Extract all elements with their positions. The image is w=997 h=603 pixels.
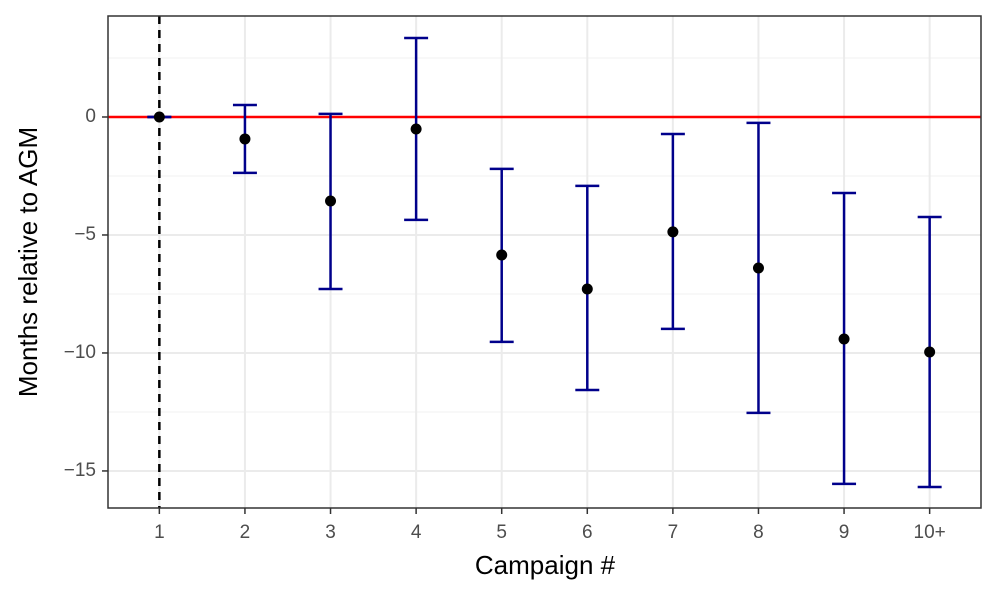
point	[239, 133, 251, 145]
point	[153, 111, 165, 123]
y-tick-label: −10	[64, 342, 96, 363]
x-tick-label: 5	[496, 522, 507, 543]
x-tick-label: 8	[753, 522, 764, 543]
x-tick-label: 10+	[914, 522, 946, 543]
point	[752, 262, 764, 274]
x-tick-label: 1	[154, 522, 165, 543]
point	[924, 346, 936, 358]
x-tick-label: 4	[411, 522, 422, 543]
y-tick-label: 0	[85, 106, 96, 127]
point	[496, 249, 508, 261]
point	[325, 195, 337, 207]
x-tick-label: 3	[325, 522, 336, 543]
point	[667, 226, 679, 238]
plot-frame	[107, 15, 982, 509]
point	[581, 283, 593, 295]
y-axis-label: Months relative to AGM	[13, 127, 43, 397]
x-tick-label: 6	[582, 522, 593, 543]
y-tick-label: −15	[64, 460, 96, 481]
x-axis-label: Campaign #	[475, 550, 616, 580]
point	[410, 123, 422, 135]
x-tick-label: 9	[839, 522, 850, 543]
x-tick-label: 2	[240, 522, 251, 543]
y-tick-label: −5	[74, 224, 96, 245]
point	[838, 333, 850, 345]
x-tick-label: 7	[668, 522, 679, 543]
